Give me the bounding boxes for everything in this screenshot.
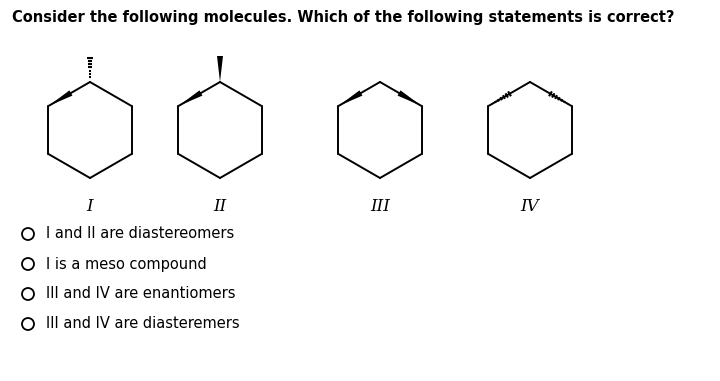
Text: III and IV are diasteremers: III and IV are diasteremers bbox=[46, 317, 240, 331]
Text: I and II are diastereomers: I and II are diastereomers bbox=[46, 226, 234, 242]
Polygon shape bbox=[48, 90, 73, 106]
Polygon shape bbox=[338, 90, 362, 106]
Text: Consider the following molecules. Which of the following statements is correct?: Consider the following molecules. Which … bbox=[12, 10, 675, 25]
Text: III and IV are enantiomers: III and IV are enantiomers bbox=[46, 287, 235, 301]
Polygon shape bbox=[397, 90, 422, 106]
Text: III: III bbox=[370, 198, 390, 215]
Text: I is a meso compound: I is a meso compound bbox=[46, 256, 207, 272]
Polygon shape bbox=[179, 90, 202, 106]
Text: IV: IV bbox=[521, 198, 539, 215]
Text: I: I bbox=[86, 198, 94, 215]
Polygon shape bbox=[217, 56, 223, 82]
Text: II: II bbox=[213, 198, 227, 215]
